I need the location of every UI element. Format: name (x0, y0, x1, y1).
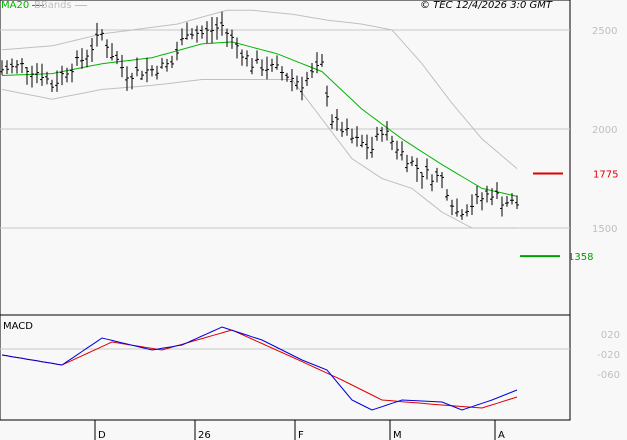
bband-lower (1, 79, 517, 229)
macd-y-tick-label: 020 (601, 330, 620, 341)
macd-label: MACD (3, 321, 33, 332)
legend-ma20: MA20 (1, 0, 45, 11)
x-tick-label: F (298, 430, 304, 440)
x-tick-label: M (393, 430, 402, 440)
macd-y-tick-label: -060 (597, 370, 620, 381)
legend-bbands: BBands (34, 0, 87, 11)
macd-signal-line (1, 329, 518, 409)
x-tick-label: 26 (198, 430, 211, 440)
legend-ma20-label: MA20 (1, 0, 30, 11)
macd-panel-frame (0, 314, 571, 421)
bband-upper (1, 9, 518, 169)
macd-y-tick-label: -020 (597, 350, 620, 361)
y-tick-label: 1500 (592, 224, 617, 235)
price-panel-frame (0, 0, 571, 316)
y-tick-label: 2000 (592, 125, 617, 136)
y-tick-label: 2500 (592, 26, 617, 37)
legend-bbands-label: BBands (34, 0, 72, 11)
ma20-line (1, 41, 518, 197)
x-tick-label: D (98, 430, 106, 440)
resistance-level-label: 1775 (593, 170, 618, 181)
copyright: © TEC 12/4/2026 3:0 GMT (420, 0, 552, 11)
x-tick-label: A (498, 430, 505, 440)
macd-line (1, 326, 518, 411)
support-level-label: 1358 (568, 252, 593, 263)
